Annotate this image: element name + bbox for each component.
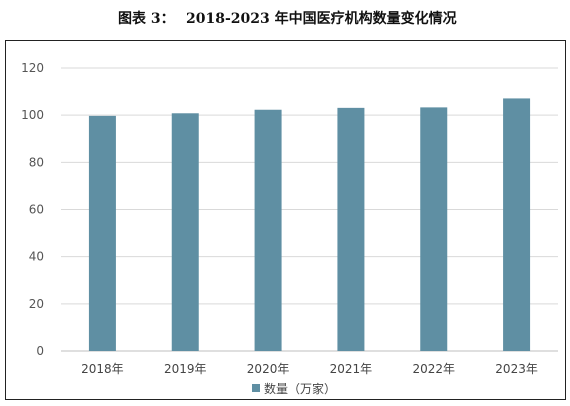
y-tick-label: 80 — [29, 155, 44, 169]
legend-label: 数量（万家） — [264, 381, 336, 396]
figure-label: 图表 3： — [118, 11, 175, 27]
x-tick-label: 2021年 — [330, 362, 373, 376]
bar — [88, 115, 116, 351]
y-tick-label: 120 — [21, 61, 44, 75]
bar-chart: 0 20 40 60 80 100 120 2018年 2019年 2020年 2021年 2022… — [21, 61, 558, 396]
y-axis-ticks: 0 20 40 60 80 100 120 — [21, 61, 44, 358]
legend-swatch — [252, 384, 260, 392]
bar — [337, 107, 365, 351]
bar — [171, 113, 199, 351]
x-tick-label: 2018年 — [81, 362, 124, 376]
bar — [420, 107, 448, 352]
x-axis-ticks: 2018年 2019年 2020年 2021年 2022年 2023年 — [81, 362, 538, 376]
y-tick-label: 100 — [21, 108, 44, 122]
gridlines — [61, 67, 558, 352]
x-tick-label: 2019年 — [164, 362, 207, 376]
y-tick-label: 0 — [36, 344, 44, 358]
legend: 数量（万家） — [252, 381, 336, 396]
y-tick-label: 20 — [29, 297, 44, 311]
y-tick-label: 60 — [29, 203, 44, 217]
bars — [88, 98, 531, 352]
bar — [503, 98, 531, 351]
bar — [254, 109, 282, 352]
x-tick-label: 2022年 — [412, 362, 455, 376]
figure-caption: 图表 3： 2018-2023 年中国医疗机构数量变化情况 — [0, 8, 570, 30]
figure-title: 2018-2023 年中国医疗机构数量变化情况 — [186, 11, 457, 27]
y-tick-label: 40 — [29, 250, 44, 264]
x-tick-label: 2023年 — [495, 362, 538, 376]
x-tick-label: 2020年 — [247, 362, 290, 376]
chart-frame: 0 20 40 60 80 100 120 2018年 2019年 2020年 2021年 2022… — [5, 40, 566, 400]
